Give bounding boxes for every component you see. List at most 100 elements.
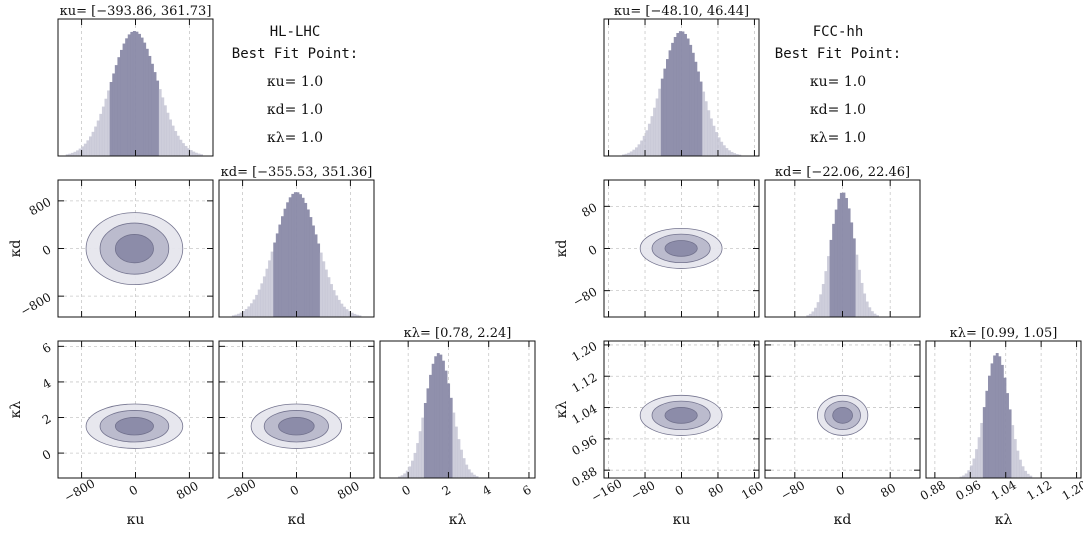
histogram-bar — [327, 277, 331, 317]
histogram-bar — [635, 147, 638, 156]
panel-κd-κu: −800 0 800 — [18, 179, 214, 319]
histogram-bar — [99, 113, 103, 156]
histogram-bar — [296, 192, 300, 317]
histogram-bar — [135, 31, 139, 156]
histogram-bar — [447, 383, 451, 478]
histogram-bar — [676, 33, 680, 156]
panel-κd-κd: κd= [−22.06, 22.46] — [764, 165, 921, 318]
histogram-bar — [151, 63, 154, 156]
histogram-bar — [153, 72, 157, 156]
interval-label: κd= [−355.53, 351.36] — [221, 165, 373, 180]
x-tick-label: 80 — [706, 481, 726, 501]
corner-plot-hl-lhc: κu= [−393.86, 361.73] −800 0 800 κd= [−355.5… — [8, 4, 536, 528]
histogram-bar — [127, 34, 131, 156]
y-tick-label: 0 — [40, 242, 54, 258]
histogram-bar — [436, 353, 440, 478]
y-axis-label: κd — [554, 240, 570, 258]
histogram-bar — [78, 148, 82, 156]
histogram-bar — [473, 474, 476, 478]
best-fit-value: κd= 1.0 — [267, 102, 323, 118]
x-axis-label: κu — [673, 512, 691, 528]
best-fit-value: κu= 1.0 — [810, 74, 866, 90]
histogram-bar — [429, 374, 432, 478]
histogram-bar — [301, 197, 305, 317]
histogram-bar — [475, 476, 479, 478]
x-tick-label: 80 — [878, 481, 898, 501]
histogram-bar — [707, 110, 711, 156]
x-tick-label: 0 — [127, 483, 141, 499]
histogram-bar — [434, 356, 438, 478]
y-axis-label: κλ — [554, 401, 570, 419]
histogram-bar — [1000, 364, 1004, 478]
histogram-bar — [1029, 475, 1033, 478]
best-fit-value: κu= 1.0 — [267, 74, 323, 90]
histogram-bar — [467, 469, 471, 478]
histogram-bar — [345, 309, 349, 317]
histogram-bar — [658, 88, 662, 156]
histogram-bar — [738, 154, 742, 156]
histogram-bar — [629, 151, 633, 156]
histogram-bar — [109, 81, 113, 156]
histogram-bar — [697, 71, 700, 156]
histogram-bar — [112, 73, 116, 156]
histogram-bar — [408, 466, 412, 478]
x-axis-label: κu — [127, 512, 145, 528]
histogram-bar — [192, 151, 196, 156]
histogram-bar — [182, 143, 185, 156]
x-tick-label: 0 — [288, 483, 302, 499]
histogram-bar — [70, 152, 74, 156]
histogram-bar — [239, 312, 243, 317]
histogram-bar — [462, 458, 466, 478]
histogram-bar — [845, 198, 848, 317]
panel-κλ-κd: −80 0 80 — [764, 340, 921, 503]
histogram-bar — [624, 153, 628, 156]
histogram-bar — [355, 314, 359, 317]
panel-κλ-κλ: 0.88 0.96 1.04 1.12 1.20 κλ= [0.99, 1.05] — [918, 326, 1083, 503]
histogram-bar — [439, 354, 443, 478]
histogram-bar — [834, 209, 838, 317]
histogram-bar — [197, 153, 201, 156]
y-tick-label: 2 — [40, 411, 54, 427]
best-fit-value: κλ= 1.0 — [267, 130, 323, 146]
x-tick-label: −80 — [778, 478, 807, 503]
histogram-bar — [247, 306, 251, 317]
histogram-bar — [722, 145, 726, 156]
x-tick-label: 0.96 — [953, 478, 983, 503]
histogram-bar — [194, 152, 198, 156]
histogram-bar — [184, 145, 188, 156]
histogram-bar — [291, 193, 295, 317]
histogram-bar — [288, 197, 292, 317]
histogram-bar — [709, 118, 713, 156]
histogram-bar — [237, 313, 240, 317]
histogram-bar — [865, 301, 869, 317]
histogram-bar — [83, 143, 87, 156]
histogram-bar — [1008, 409, 1012, 478]
histogram-bar — [340, 303, 344, 317]
histogram-bar — [187, 148, 191, 156]
y-tick-label: −800 — [18, 290, 54, 319]
histogram-bar — [850, 222, 854, 317]
histogram-bar — [81, 146, 85, 156]
histogram-bar — [681, 31, 685, 156]
histogram-bar — [454, 426, 458, 478]
histogram-bar — [312, 225, 315, 317]
y-tick-label: 1.20 — [569, 339, 599, 364]
x-axis-label: κλ — [449, 512, 467, 528]
histogram-bar — [457, 439, 461, 478]
histogram-bar — [120, 49, 123, 156]
histogram-bar — [281, 216, 284, 317]
histogram-bar — [166, 112, 170, 156]
histogram-bar — [273, 242, 277, 317]
histogram-bar — [855, 254, 859, 317]
x-tick-label: 2 — [440, 483, 454, 499]
panel-κλ-κu: −160 −80 0 80 160 0.88 0.96 1.04 1.12 1.20 — [569, 339, 765, 505]
histogram-bar — [673, 36, 677, 156]
histogram-bar — [666, 59, 669, 156]
histogram-bar — [278, 224, 282, 317]
y-tick-label: 4 — [40, 376, 54, 392]
x-tick-label: 4 — [480, 482, 494, 498]
histogram-bar — [244, 308, 248, 317]
histogram-bar — [637, 144, 641, 156]
histogram-bar — [286, 202, 290, 317]
x-tick-label: −160 — [589, 476, 625, 505]
